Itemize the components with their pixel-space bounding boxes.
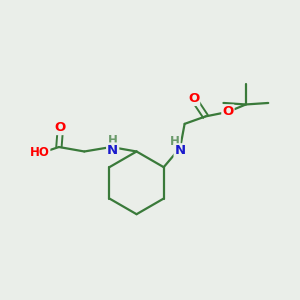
Text: O: O xyxy=(188,92,199,105)
Text: N: N xyxy=(107,143,118,157)
Text: O: O xyxy=(222,105,233,119)
Text: O: O xyxy=(55,121,66,134)
Text: H: H xyxy=(170,135,180,148)
Text: N: N xyxy=(175,144,186,157)
Text: H: H xyxy=(108,134,118,147)
Text: HO: HO xyxy=(30,146,50,160)
